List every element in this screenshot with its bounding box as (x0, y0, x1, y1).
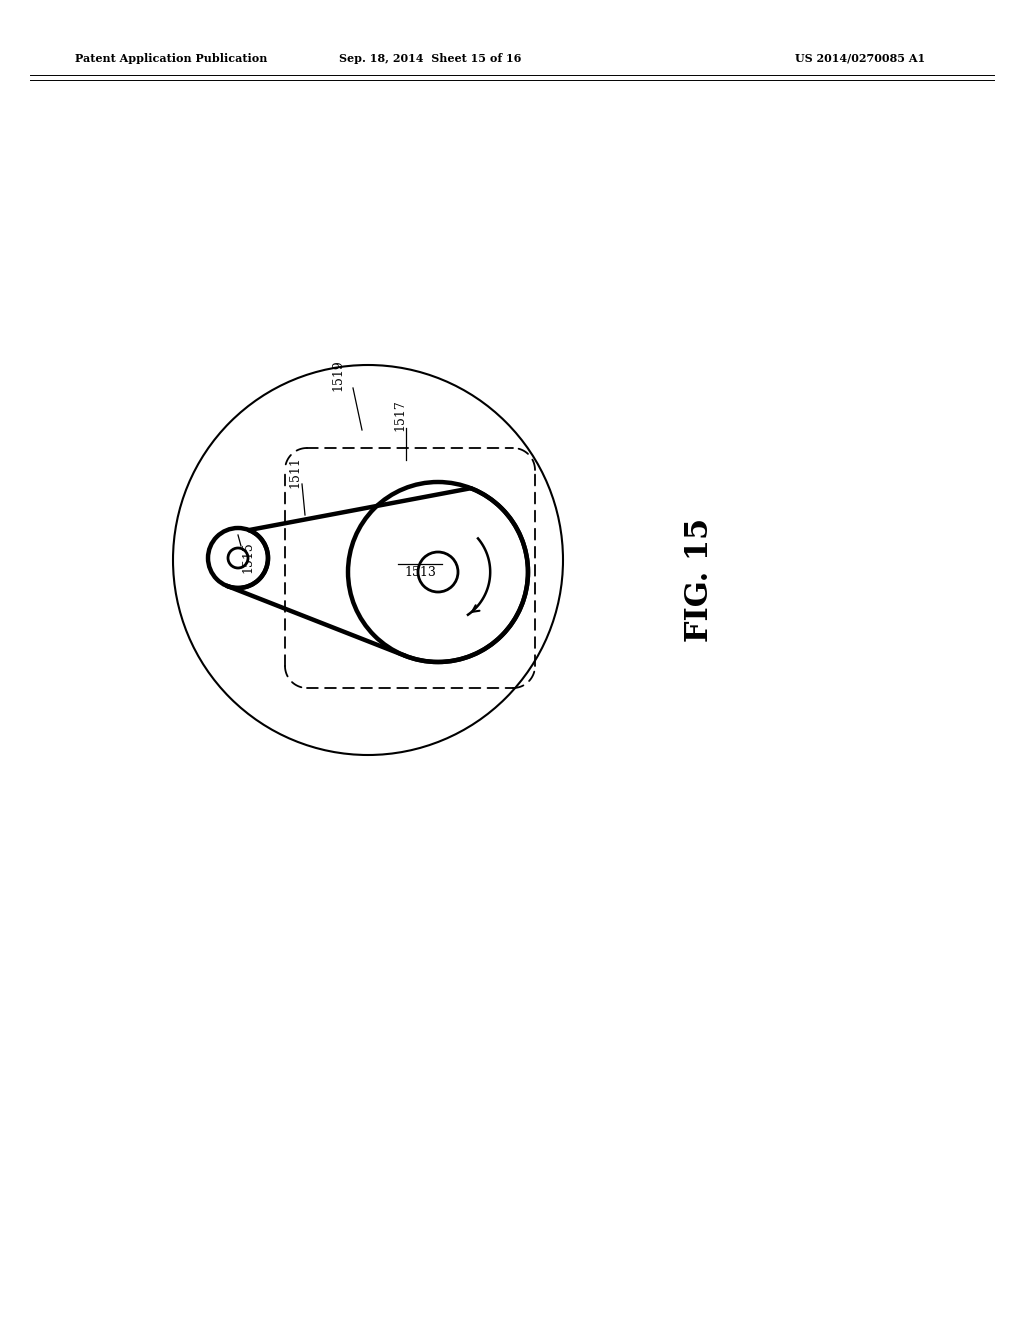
Text: Sep. 18, 2014  Sheet 15 of 16: Sep. 18, 2014 Sheet 15 of 16 (339, 53, 521, 63)
Text: 1511: 1511 (289, 457, 301, 488)
Text: Patent Application Publication: Patent Application Publication (75, 53, 267, 63)
Text: 1515: 1515 (242, 541, 255, 573)
Text: 1519: 1519 (332, 359, 344, 391)
Text: 1513: 1513 (404, 565, 436, 578)
Text: FIG. 15: FIG. 15 (684, 517, 716, 642)
Text: 1517: 1517 (393, 399, 407, 430)
Text: US 2014/0270085 A1: US 2014/0270085 A1 (795, 53, 925, 63)
